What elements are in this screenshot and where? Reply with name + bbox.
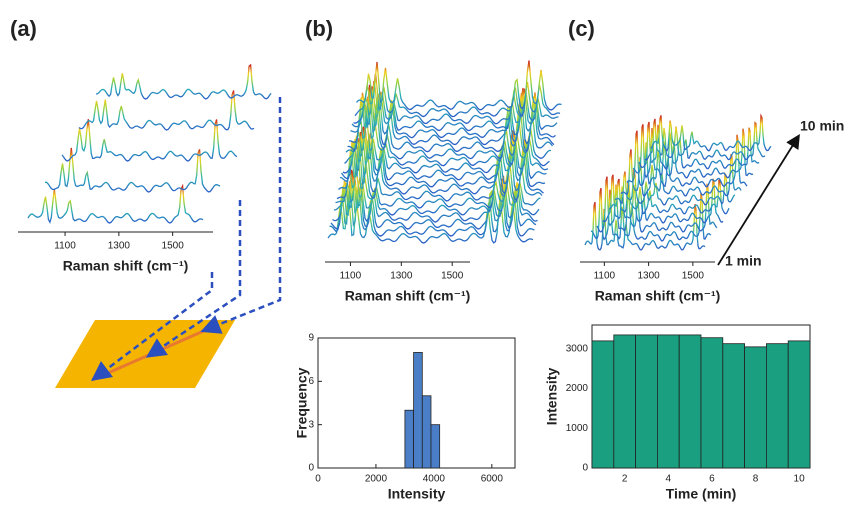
panel-label: (c) <box>568 16 595 41</box>
y-tick-label: 3 <box>308 419 314 430</box>
bar <box>635 334 658 469</box>
x-axis-label: Raman shift (cm⁻¹) <box>595 288 721 304</box>
y-axis-label: Frequency <box>294 367 310 438</box>
x-tick-label: 8 <box>753 474 759 485</box>
spectrum-trace <box>356 60 562 111</box>
bar <box>766 343 789 469</box>
y-tick-label: 1000 <box>566 423 589 434</box>
spectrum-trace <box>347 96 554 153</box>
histogram-bar <box>430 424 441 469</box>
spectrum-trace <box>45 147 221 193</box>
x-tick-label: 2 <box>622 474 628 485</box>
y-tick-label: 6 <box>308 376 314 387</box>
x-axis-label: Raman shift (cm⁻¹) <box>345 288 471 304</box>
x-tick-label: 4000 <box>423 474 446 485</box>
x-tick-label: 6 <box>709 474 715 485</box>
time-arrow <box>717 133 800 266</box>
spectrum-trace <box>354 73 561 118</box>
y-axis-label: Intensity <box>544 368 560 426</box>
histogram-bar <box>404 409 415 469</box>
annotation: 10 min <box>800 118 844 134</box>
spectrum-trace <box>61 119 238 162</box>
y-tick-label: 0 <box>308 463 314 474</box>
spectrum-trace <box>344 127 550 167</box>
x-tick-label: 6000 <box>481 474 504 485</box>
x-tick-label: 10 <box>794 474 806 485</box>
spectrum-trace <box>332 170 538 223</box>
x-tick-label: 1300 <box>108 241 131 252</box>
spectrum-trace <box>351 86 558 132</box>
y-tick-label: 2000 <box>566 383 589 394</box>
bar <box>657 334 680 469</box>
bar <box>700 337 724 469</box>
bar <box>787 340 811 469</box>
x-tick-label: 1100 <box>594 271 616 282</box>
x-tick-label: 1500 <box>441 271 464 282</box>
bar <box>613 334 636 469</box>
histogram-bar <box>413 352 423 469</box>
spectrum-trace <box>614 169 736 206</box>
y-tick-label: 3000 <box>566 343 589 354</box>
spectrum-trace <box>95 63 272 100</box>
y-tick-label: 9 <box>308 333 314 344</box>
panel-label: (b) <box>305 16 333 41</box>
x-tick-label: 1100 <box>54 241 76 252</box>
x-tick-label: 1300 <box>390 271 413 282</box>
spectrum-trace <box>650 113 772 152</box>
spectrum-trace <box>342 126 549 174</box>
histogram-bar <box>421 395 432 469</box>
panel-label: (a) <box>10 16 37 41</box>
bar <box>744 346 767 469</box>
x-tick-label: 2000 <box>365 474 388 485</box>
x-tick-label: 4 <box>666 474 672 485</box>
x-tick-label: 0 <box>315 474 321 485</box>
x-tick-label: 1500 <box>682 271 705 282</box>
x-tick-label: 1300 <box>637 271 660 282</box>
spectrum-trace <box>340 127 547 181</box>
annotation: 1 min <box>725 253 762 269</box>
spectrum-trace <box>644 118 766 161</box>
bar <box>678 334 702 469</box>
spectrum-trace <box>350 85 556 139</box>
y-tick-label: 0 <box>582 463 588 474</box>
x-axis-label: Time (min) <box>666 486 737 502</box>
x-axis-label: Intensity <box>388 486 446 502</box>
x-tick-label: 1500 <box>162 241 185 252</box>
spectrum-trace <box>78 90 255 131</box>
x-axis-label: Raman shift (cm⁻¹) <box>63 258 189 274</box>
x-tick-label: 1100 <box>340 271 362 282</box>
bar <box>722 343 745 469</box>
projection-arrows <box>91 97 282 382</box>
bar <box>591 340 615 469</box>
spectrum-trace <box>353 81 559 125</box>
spectrum-trace <box>27 183 204 224</box>
